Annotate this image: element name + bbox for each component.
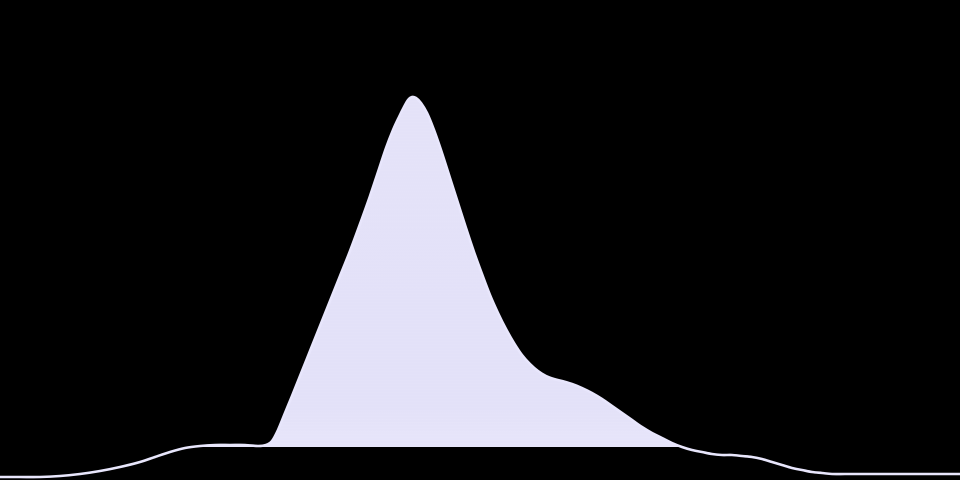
density-curve-line bbox=[0, 95, 960, 479]
